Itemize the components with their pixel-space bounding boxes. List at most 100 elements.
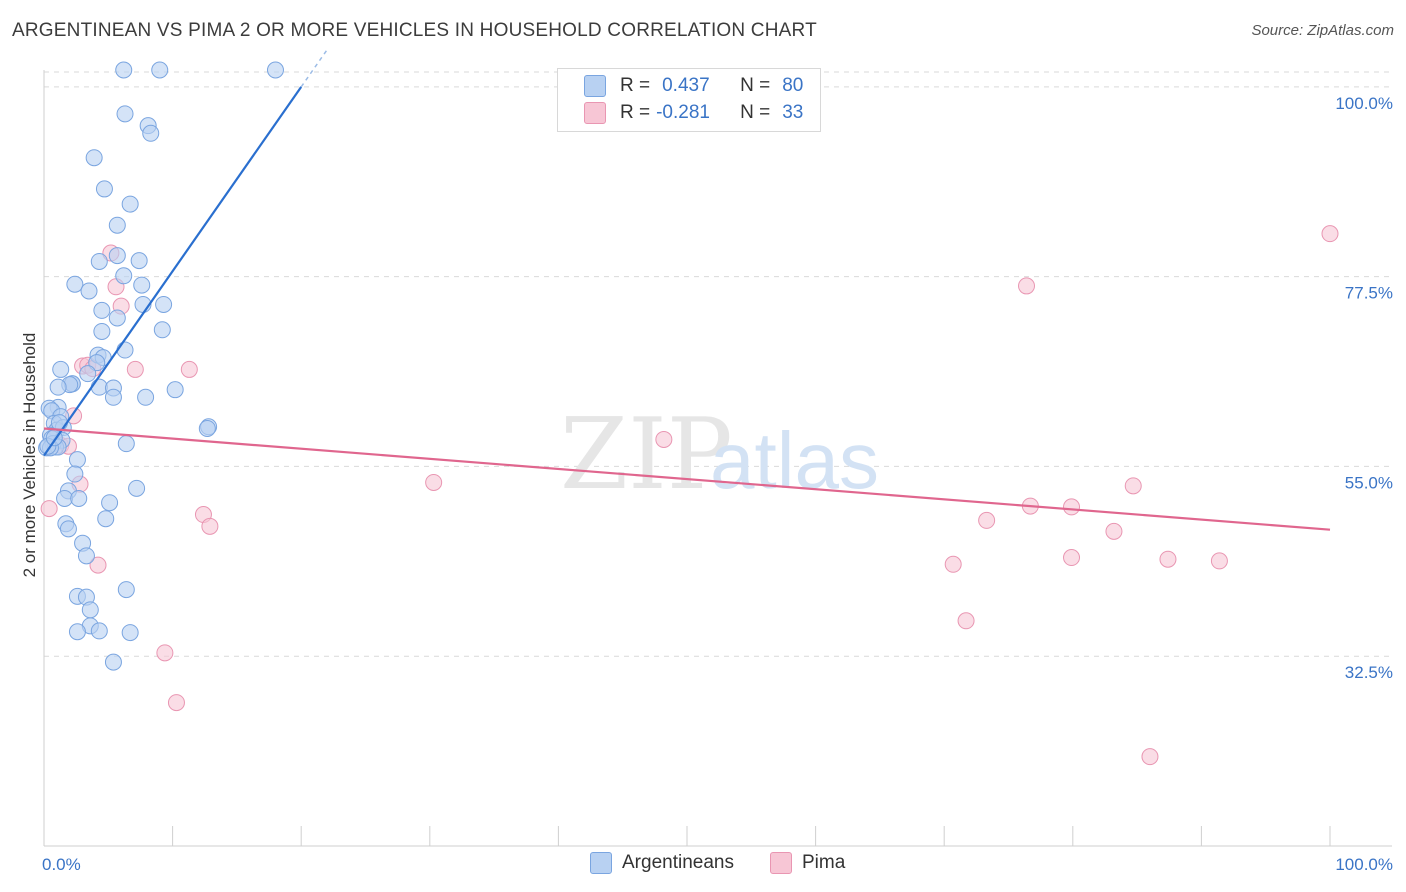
argentineans-point [90, 252, 108, 270]
x-tick-label-max: 100.0% [1335, 855, 1393, 874]
argentineans-point [85, 149, 103, 167]
argentineans-point [117, 581, 135, 599]
source-credit: Source: ZipAtlas.com [1251, 22, 1394, 39]
pima-point [1063, 549, 1081, 567]
pima-point [180, 360, 198, 378]
pima-point [89, 556, 107, 574]
argentineans-point [77, 547, 95, 565]
x-tick-label-min: 0.0% [42, 855, 81, 874]
argentineans-point [59, 520, 77, 538]
argentineans-point [52, 360, 70, 378]
argentineans-point [121, 624, 139, 642]
legend-r-value: 0.437 [662, 75, 710, 96]
pima-point [978, 511, 996, 529]
argentineans-point [66, 275, 84, 293]
argentineans-point [88, 354, 106, 372]
legend-n-label: N = [740, 75, 771, 96]
argentineans-point [153, 321, 171, 339]
correlation-legend: R = 0.437 N = 80 R = -0.281 N = 33 [557, 68, 821, 132]
argentineans-point [93, 301, 111, 319]
argentineans-point [115, 61, 133, 79]
argentineans-point [108, 216, 126, 234]
legend-n-value: 80 [782, 75, 804, 96]
legend-swatch-argentineans [584, 75, 606, 97]
argentineans-point [49, 378, 67, 396]
argentineans-point [104, 653, 122, 671]
y-tick-label: 32.5% [1345, 663, 1393, 682]
pima-point [1124, 477, 1142, 495]
argentineans-points [38, 61, 284, 671]
argentineans-point [56, 489, 74, 507]
argentineans-point [108, 309, 126, 327]
legend-n-value: 33 [782, 102, 804, 123]
argentineans-point [116, 341, 134, 359]
pima-point [1321, 225, 1339, 243]
pima-point [40, 500, 58, 518]
pima-point [1141, 748, 1159, 766]
legend-n-label: N = [740, 102, 771, 123]
watermark: ZIP atlas [560, 398, 879, 512]
argentineans-point [79, 365, 97, 383]
gridlines [44, 71, 1392, 657]
pima-point [1210, 552, 1228, 570]
series-legend: Argentineans Pima [0, 852, 1406, 878]
argentineans-point [101, 494, 119, 512]
legend-r-label: R = [620, 75, 651, 96]
argentineans-point [108, 247, 126, 265]
argentineans-point [68, 623, 86, 641]
pima-point [957, 612, 975, 630]
axes [43, 70, 1392, 847]
pima-point [156, 644, 174, 662]
pima-point [201, 517, 219, 535]
argentineans-point [68, 451, 86, 469]
argentineans-point [137, 388, 155, 406]
legend-label-pima: Pima [802, 852, 846, 873]
legend-swatch-pima [584, 102, 606, 124]
argentineans-point [81, 601, 99, 619]
argentineans-point [116, 105, 134, 123]
argentineans-point [93, 322, 111, 340]
legend-item-argentineans[interactable]: Argentineans [590, 852, 734, 874]
pima-point [1159, 550, 1177, 568]
y-tick-label: 100.0% [1335, 94, 1393, 113]
y-tick-label: 55.0% [1345, 473, 1393, 492]
argentineans-point [266, 61, 284, 79]
pima-point [944, 555, 962, 573]
argentineans-point [117, 435, 135, 453]
argentineans-point [104, 388, 122, 406]
legend-item-pima[interactable]: Pima [770, 852, 845, 874]
argentineans-trendline [43, 86, 303, 457]
argentineans-point [142, 124, 160, 142]
argentineans-point [80, 282, 98, 300]
legend-row-pima: R = -0.281 N = 33 [584, 100, 803, 126]
pima-point [126, 360, 144, 378]
trendlines [43, 49, 1331, 531]
watermark-zip: ZIP [560, 398, 733, 512]
argentineans-point [90, 378, 108, 396]
legend-r-value: -0.281 [656, 102, 710, 123]
legend-row-argentineans: R = 0.437 N = 80 [584, 73, 803, 99]
argentineans-point [151, 61, 169, 79]
pima-point [1018, 277, 1036, 295]
pima-point [655, 430, 673, 448]
chart-title: ARGENTINEAN VS PIMA 2 OR MORE VEHICLES I… [12, 20, 817, 41]
argentineans-point [155, 295, 173, 313]
legend-swatch-argentineans [590, 852, 612, 874]
argentineans-point [70, 489, 88, 507]
pima-point [167, 694, 185, 712]
argentineans-point [133, 276, 151, 294]
argentineans-point [115, 267, 133, 285]
tick-labels: 32.5% 55.0% 77.5% 100.0% 0.0% 100.0% [42, 94, 1393, 874]
legend-label-argentineans: Argentineans [622, 852, 734, 873]
argentineans-point [97, 510, 115, 528]
pima-point [1105, 522, 1123, 540]
argentineans-point [130, 252, 148, 270]
watermark-atlas: atlas [710, 416, 879, 505]
argentineans-point [90, 622, 108, 640]
argentineans-point [95, 180, 113, 198]
legend-r-label: R = [620, 102, 651, 123]
legend-swatch-pima [770, 852, 792, 874]
y-tick-label: 77.5% [1345, 284, 1393, 303]
pima-point [425, 473, 443, 491]
